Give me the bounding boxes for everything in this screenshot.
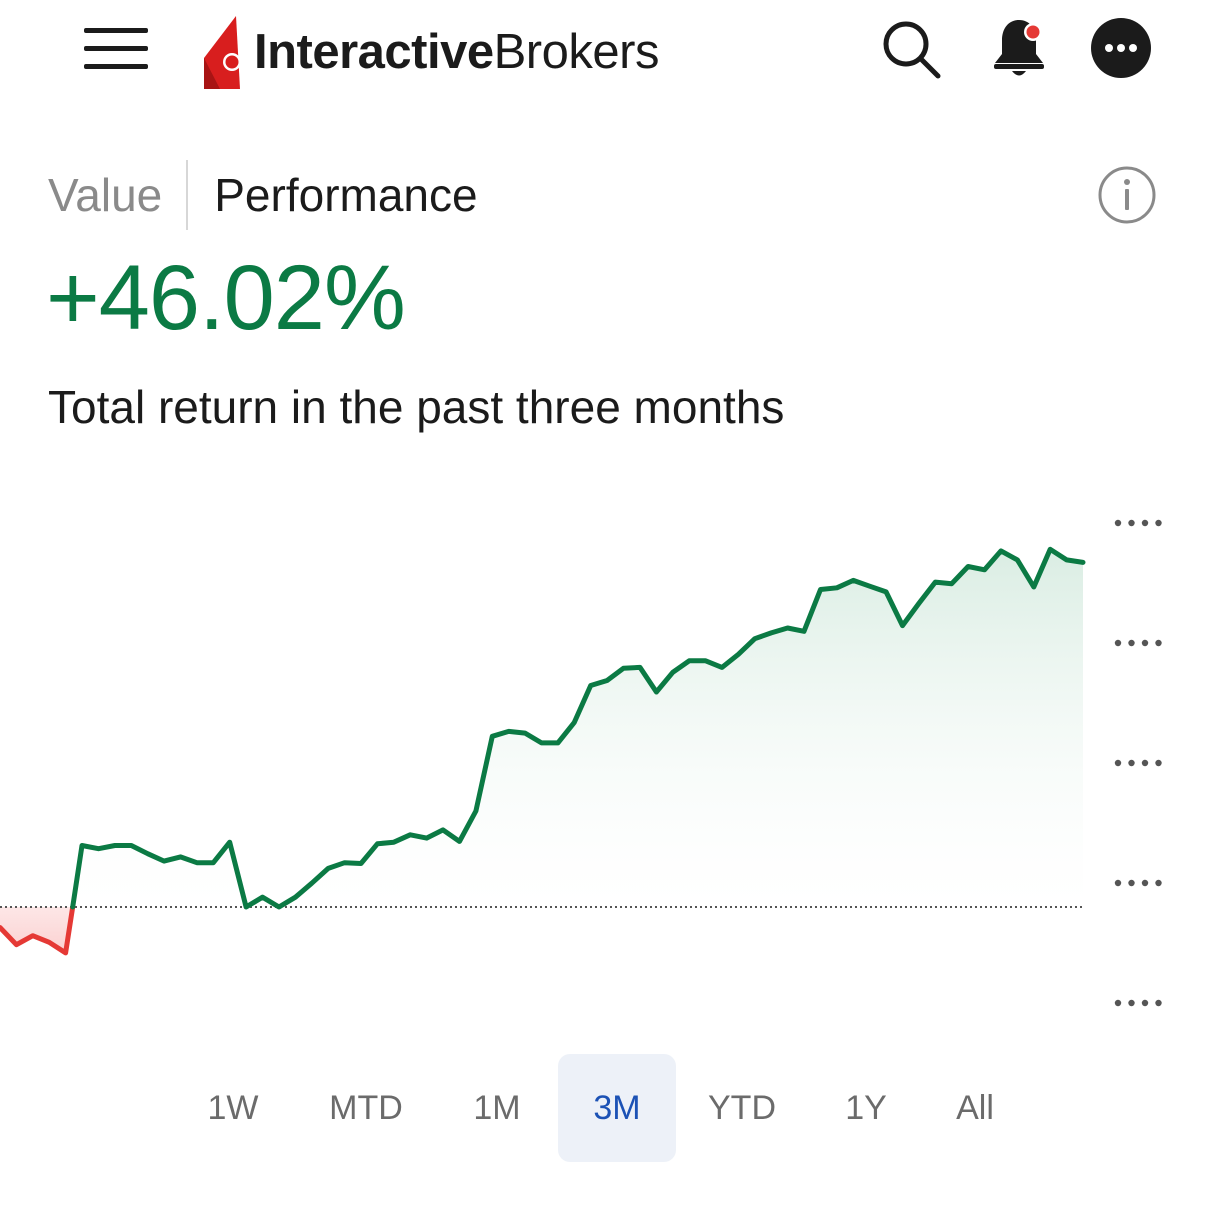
total-return-description: Total return in the past three months — [48, 381, 785, 433]
y-axis-label-masked — [1114, 519, 1162, 527]
y-axis-label-masked — [1114, 759, 1162, 767]
brand-logo-text-bold: Interactive — [254, 25, 494, 79]
performance-chart — [0, 519, 1162, 1007]
app-header: InteractiveBrokers — [0, 0, 1206, 110]
performance-line-positive — [70, 546, 1086, 910]
total-return-value: +46.02% — [46, 247, 406, 349]
tab-value[interactable]: Value — [48, 169, 163, 221]
range-option-all[interactable]: All — [956, 1089, 994, 1127]
range-option-1w[interactable]: 1W — [207, 1089, 259, 1127]
tab-performance[interactable]: Performance — [214, 169, 478, 221]
hamburger-menu-icon[interactable] — [80, 24, 152, 74]
range-option-1m[interactable]: 1M — [473, 1089, 521, 1127]
range-option-ytd[interactable]: YTD — [708, 1089, 776, 1127]
bell-icon[interactable] — [986, 14, 1052, 80]
positive-area-fill — [72, 549, 1083, 907]
info-icon[interactable] — [1097, 165, 1157, 225]
time-range-selector: 1W MTD 1M 3M YTD 1Y All — [0, 1054, 1206, 1162]
range-option-1y[interactable]: 1Y — [845, 1089, 887, 1127]
performance-line-negative — [0, 904, 76, 956]
range-option-3m[interactable]: 3M — [558, 1054, 676, 1162]
y-axis-label-masked — [1114, 999, 1162, 1007]
brand-logo-text-light: Brokers — [493, 25, 660, 79]
tab-divider — [186, 160, 189, 230]
brand-logo[interactable]: InteractiveBrokers — [200, 10, 659, 95]
more-dots-icon[interactable] — [1090, 17, 1152, 79]
view-tabs: Value Performance — [48, 158, 478, 232]
brand-logo-mark-icon — [204, 15, 241, 89]
negative-area-fill — [0, 907, 73, 953]
search-icon[interactable] — [878, 16, 944, 82]
y-axis-label-masked — [1114, 639, 1162, 647]
range-option-mtd[interactable]: MTD — [329, 1089, 403, 1127]
y-axis-label-masked — [1114, 879, 1162, 887]
brand-logo-text: InteractiveBrokers — [254, 28, 659, 77]
notification-dot — [1026, 25, 1040, 39]
